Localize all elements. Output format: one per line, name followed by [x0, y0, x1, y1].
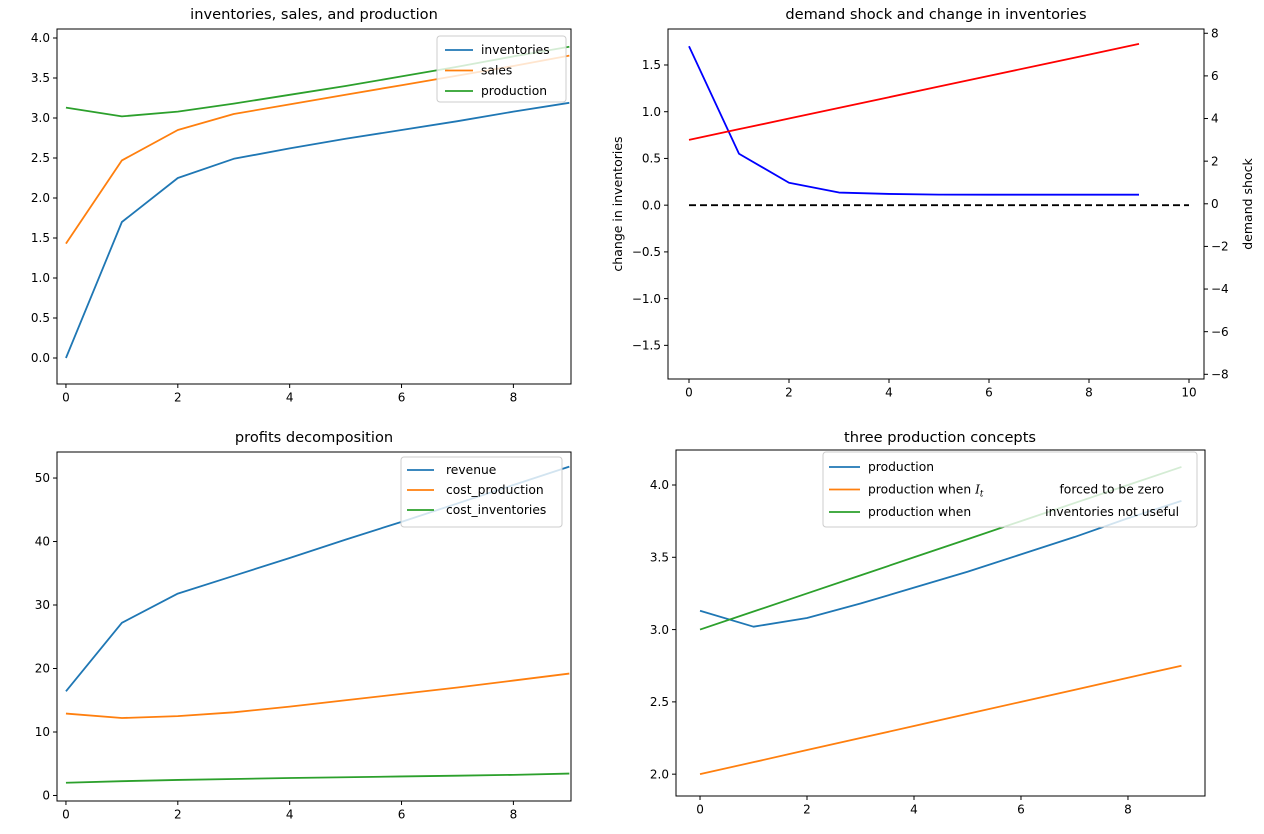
y-tick-label: 1.5 [31, 231, 50, 245]
x-tick-label: 2 [174, 391, 182, 405]
y-axis-label-left: change in inventories [610, 136, 625, 271]
x-tick-label: 8 [510, 808, 518, 822]
y-tick-label: 0.0 [31, 351, 50, 365]
y-tick-right-label: 8 [1211, 26, 1219, 40]
series-inventories-line [65, 101, 570, 359]
x-tick-label: 10 [1181, 386, 1196, 400]
series-cost-production-line [65, 672, 570, 719]
legend-label: cost_production [446, 483, 544, 497]
y-tick-label: 3.0 [650, 623, 669, 637]
axes-frame [56, 451, 572, 802]
legend-label: inventories [481, 43, 550, 57]
axes-frame [56, 28, 572, 385]
chart-title-profits-decomposition: profits decomposition [234, 429, 394, 446]
legend-box [436, 35, 567, 103]
series-demand-shock-line [688, 43, 1140, 141]
series-production-line [699, 500, 1182, 628]
y-tick-label: −0.5 [632, 245, 661, 259]
x-tick-label: 2 [803, 803, 811, 817]
y-tick-label: 2.5 [31, 151, 50, 165]
x-tick-label: 0 [685, 386, 693, 400]
axes-frame [675, 449, 1206, 797]
y-tick-label: 1.5 [642, 58, 661, 72]
y-tick-label: 1.0 [642, 105, 661, 119]
legend-label: cost_inventories [446, 503, 546, 517]
x-tick-label: 0 [62, 391, 70, 405]
chart-title-demand-shock: demand shock and change in inventories [785, 6, 1087, 23]
y-tick-right-label: 6 [1211, 69, 1219, 83]
x-tick-label: 6 [1017, 803, 1025, 817]
y-tick-label: 10 [35, 725, 50, 739]
y-tick-label: −1.5 [632, 339, 661, 353]
y-tick-right-label: −6 [1211, 325, 1229, 339]
x-tick-label: 0 [696, 803, 704, 817]
series-cost-inventories-line [65, 772, 570, 784]
x-tick-label: 8 [1085, 386, 1093, 400]
legend-label: production [868, 460, 934, 474]
y-tick-right-label: −2 [1211, 240, 1229, 254]
chart-title-three-production-concepts: three production concepts [843, 429, 1037, 446]
x-tick-label: 2 [785, 386, 793, 400]
y-tick-label: 3.5 [31, 71, 50, 85]
y-axis-label-right: demand shock [1240, 158, 1255, 250]
y-tick-label: 0 [42, 789, 50, 803]
y-tick-label: −1.0 [632, 292, 661, 306]
x-tick-label: 4 [910, 803, 918, 817]
legend-label: production when It​forced to be zero [868, 483, 1164, 500]
x-tick-label: 2 [174, 808, 182, 822]
chart-title-inventories-sales-production: inventories, sales, and production [190, 6, 438, 23]
y-tick-right-label: 0 [1211, 197, 1219, 211]
series-production-when-i-t-forced-to-be-zero-line [699, 664, 1182, 776]
x-tick-label: 6 [398, 391, 406, 405]
series-change-in-inventories-line [688, 45, 1139, 196]
y-tick-label: 3.0 [31, 111, 50, 125]
y-tick-right-label: −8 [1211, 368, 1229, 382]
x-tick-label: 4 [885, 386, 893, 400]
y-tick-label: 4.0 [31, 31, 50, 45]
x-tick-label: 8 [1124, 803, 1132, 817]
y-tick-label: 2.0 [31, 191, 50, 205]
legend-label: revenue [446, 463, 496, 477]
x-tick-label: 4 [286, 808, 294, 822]
legend-box [822, 451, 1198, 528]
x-tick-label: 8 [510, 391, 518, 405]
legend-label: sales [481, 64, 512, 78]
legend-label: production when inventories not useful [868, 505, 1179, 519]
y-tick-label: 0.0 [642, 198, 661, 212]
y-tick-label: 20 [35, 662, 50, 676]
y-tick-right-label: −4 [1211, 282, 1229, 296]
y-tick-right-label: 2 [1211, 154, 1219, 168]
legend-box [400, 456, 563, 528]
y-tick-label: 0.5 [642, 152, 661, 166]
x-tick-label: 4 [286, 391, 294, 405]
y-tick-label: 2.5 [650, 695, 669, 709]
y-tick-label: 1.0 [31, 271, 50, 285]
y-tick-right-label: 4 [1211, 112, 1219, 126]
y-tick-label: 3.5 [650, 550, 669, 564]
y-tick-label: 4.0 [650, 478, 669, 492]
x-tick-label: 6 [985, 386, 993, 400]
legend-label: production [481, 84, 547, 98]
y-tick-label: 0.5 [31, 311, 50, 325]
y-tick-label: 40 [35, 535, 50, 549]
y-tick-label: 30 [35, 598, 50, 612]
x-tick-label: 0 [62, 808, 70, 822]
y-tick-label: 50 [35, 471, 50, 485]
axes-frame [667, 28, 1205, 380]
y-tick-label: 2.0 [650, 767, 669, 781]
x-tick-label: 6 [398, 808, 406, 822]
